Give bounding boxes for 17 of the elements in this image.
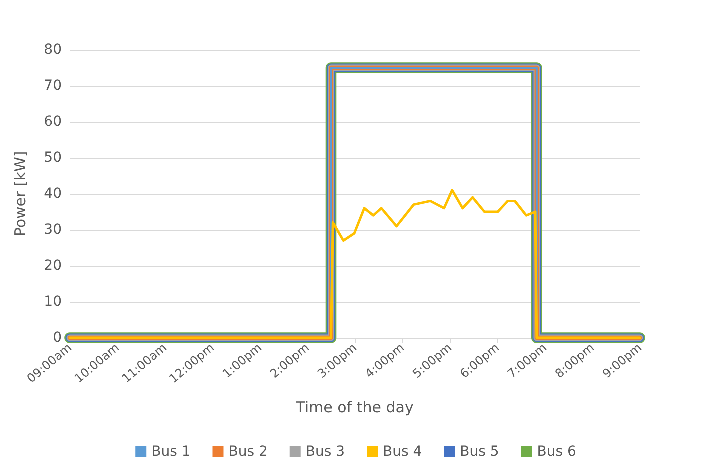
- y-tick-label: 10: [44, 294, 62, 310]
- x-axis-title: Time of the day: [295, 398, 414, 416]
- y-tick-label: 80: [44, 42, 62, 58]
- y-tick-label: 30: [44, 222, 62, 238]
- legend-label: Bus 1: [152, 444, 191, 460]
- legend-label: Bus 2: [228, 444, 268, 460]
- legend-label: Bus 5: [460, 444, 500, 460]
- y-tick-label: 40: [44, 186, 62, 202]
- legend-label: Bus 3: [306, 444, 346, 460]
- y-tick-label: 70: [44, 78, 62, 94]
- y-tick-label: 60: [44, 114, 62, 130]
- y-tick-label: 50: [44, 150, 62, 166]
- y-tick-label: 0: [53, 330, 62, 346]
- legend-label: Bus 4: [383, 444, 422, 460]
- legend-label: Bus 6: [537, 444, 576, 460]
- y-axis-title: Power [kW]: [12, 151, 30, 237]
- y-tick-label: 20: [44, 258, 62, 274]
